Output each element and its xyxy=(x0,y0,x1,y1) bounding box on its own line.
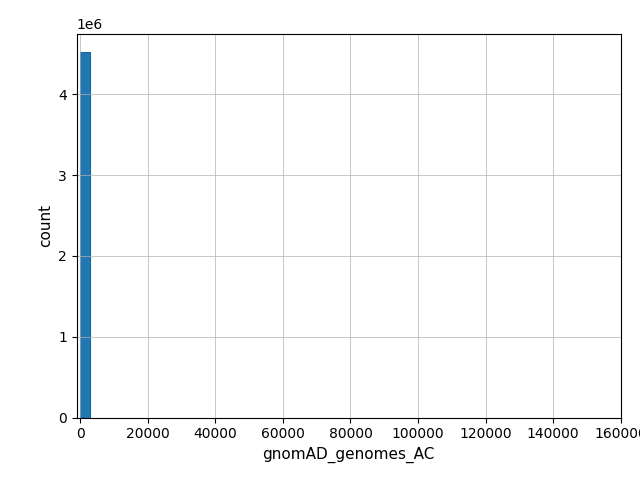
X-axis label: gnomAD_genomes_AC: gnomAD_genomes_AC xyxy=(262,447,435,463)
Y-axis label: count: count xyxy=(38,204,52,247)
Bar xyxy=(80,52,90,418)
